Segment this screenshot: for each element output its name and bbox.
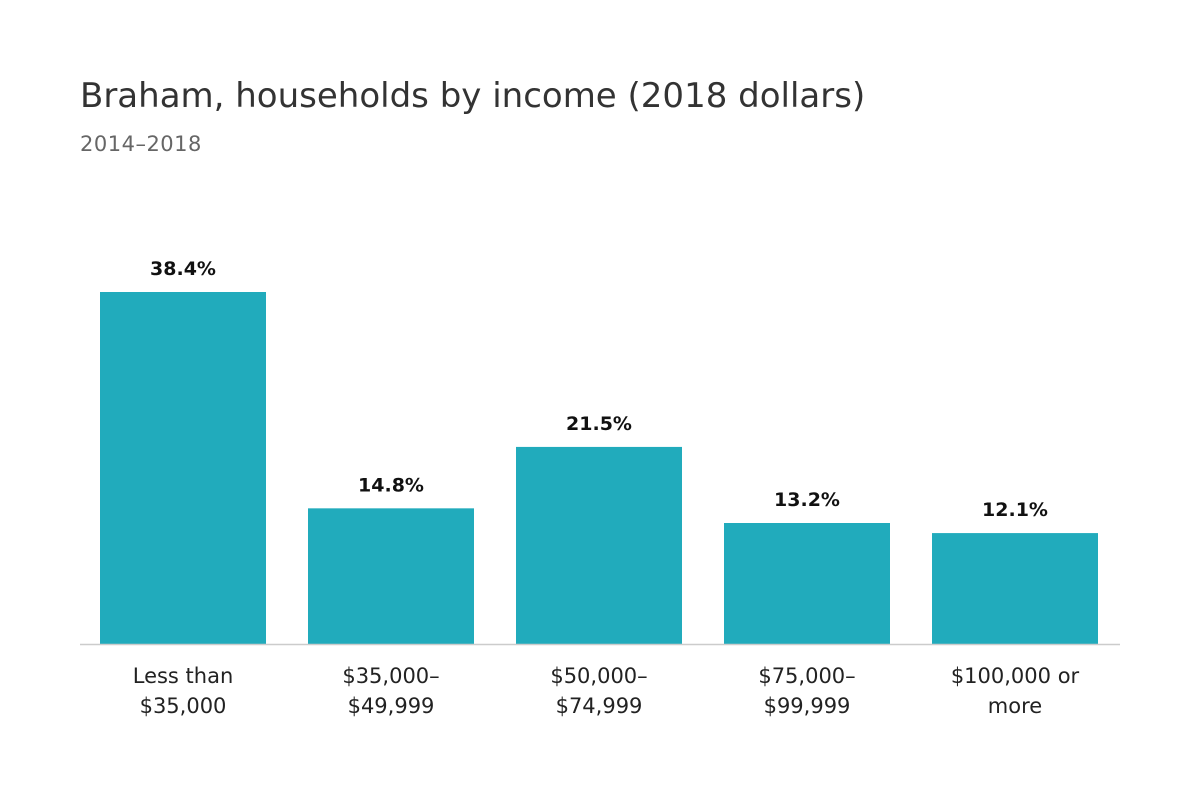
x-tick-label-5: $100,000 or more (951, 664, 1080, 718)
x-tick-label-3: $50,000– $74,999 (550, 664, 647, 718)
x-axis-tick-labels: Less than $35,000$35,000– $49,999$50,000– $… (133, 664, 1080, 718)
bar-value-label-4: 13.2% (774, 489, 840, 511)
x-tick-label-line: Less than (133, 664, 234, 688)
bar-value-label-5: 12.1% (982, 499, 1048, 521)
bar-value-label-3: 21.5% (566, 413, 632, 435)
bar-value-label-2: 14.8% (358, 474, 424, 496)
x-tick-label-1: Less than $35,000 (133, 664, 234, 718)
x-tick-label-line: $74,999 (556, 694, 643, 718)
x-tick-label-line: $50,000– (550, 664, 647, 688)
bar-5 (932, 533, 1098, 644)
x-tick-label-line: $100,000 or (951, 664, 1080, 688)
chart-subtitle: 2014–2018 (80, 132, 202, 156)
x-tick-label-line: $49,999 (348, 694, 435, 718)
x-tick-label-line: $99,999 (764, 694, 851, 718)
x-tick-label-line: more (988, 694, 1042, 718)
bar-2 (308, 508, 474, 644)
bar-1 (100, 292, 266, 644)
chart-title: Braham, households by income (2018 dolla… (80, 76, 866, 116)
labels-layer: 38.4% 14.8% 21.5% 13.2% 12.1% (150, 258, 1048, 521)
x-tick-label-line: $35,000 (140, 694, 227, 718)
bar-value-label-1: 38.4% (150, 258, 216, 280)
bar-4 (724, 523, 890, 644)
x-tick-label-line: $75,000– (758, 664, 855, 688)
x-tick-label-line: $35,000– (342, 664, 439, 688)
bar-3 (516, 446, 682, 644)
bars-layer (100, 292, 1098, 644)
x-tick-label-2: $35,000– $49,999 (342, 664, 439, 718)
x-tick-label-4: $75,000– $99,999 (758, 664, 855, 718)
